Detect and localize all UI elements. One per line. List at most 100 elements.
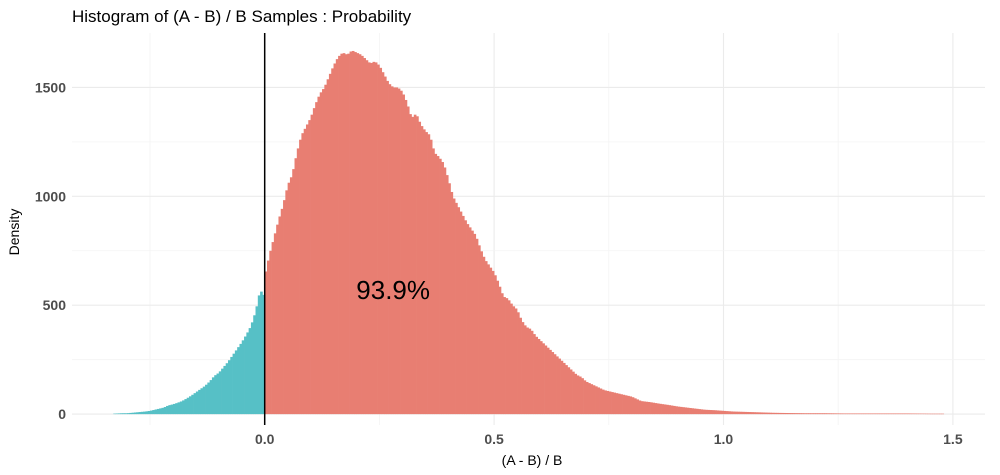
- histogram-bar: [865, 413, 869, 415]
- histogram-bar: [659, 403, 662, 415]
- histogram-bar: [553, 354, 557, 415]
- y-tick-label: 0: [58, 406, 66, 422]
- histogram-bar: [234, 350, 238, 415]
- histogram-bar: [939, 413, 942, 415]
- histogram-bar: [317, 96, 321, 415]
- histogram-bar: [138, 412, 142, 415]
- histogram-bar: [402, 94, 405, 415]
- histogram-bar: [705, 409, 708, 415]
- histogram-bar: [507, 300, 511, 415]
- histogram-bar: [854, 413, 857, 415]
- histogram-bar: [115, 413, 119, 415]
- histogram-bar: [363, 58, 366, 415]
- histogram-bar: [335, 59, 339, 415]
- histogram-bar: [308, 120, 311, 415]
- histogram-bar: [409, 114, 412, 415]
- histogram-bar: [663, 404, 667, 415]
- histogram-bar: [221, 368, 224, 415]
- histogram-bar: [455, 202, 458, 415]
- histogram-bar: [526, 327, 529, 415]
- histogram-bar: [500, 293, 504, 415]
- histogram-bar: [599, 388, 603, 415]
- histogram-bar: [131, 412, 135, 415]
- histogram-bar: [287, 182, 291, 415]
- histogram-bar: [902, 413, 906, 415]
- histogram-bar: [803, 413, 807, 415]
- histogram-bar: [567, 367, 571, 415]
- histogram-bar: [654, 403, 658, 415]
- histogram-bar: [542, 343, 545, 415]
- histogram-bar: [617, 393, 621, 415]
- histogram-bar: [147, 411, 151, 415]
- histogram-bar: [650, 402, 653, 415]
- histogram-bar: [824, 413, 828, 415]
- histogram-bar: [301, 133, 305, 415]
- histogram-bar: [728, 411, 731, 415]
- histogram-bar: [732, 411, 736, 415]
- histogram-bar: [737, 411, 740, 415]
- histogram-bar: [535, 336, 539, 415]
- histogram-bar: [441, 162, 444, 415]
- histogram-bar: [324, 84, 327, 415]
- y-tick-label: 1500: [35, 79, 66, 95]
- histogram-bar: [214, 375, 217, 415]
- histogram-bar: [895, 413, 899, 415]
- histogram-bar: [496, 280, 500, 415]
- histogram-bar: [546, 347, 550, 415]
- histogram-bar: [856, 413, 860, 415]
- histogram-bar: [227, 360, 231, 415]
- histogram-bar: [188, 396, 192, 415]
- histogram-bar: [842, 413, 846, 415]
- histogram-bar: [528, 328, 532, 415]
- histogram-bar: [338, 55, 341, 415]
- histogram-bar: [250, 322, 254, 415]
- histogram-bar: [113, 413, 116, 415]
- histogram-bar: [780, 412, 784, 415]
- histogram-bar: [911, 413, 915, 415]
- histogram-bar: [725, 411, 729, 415]
- histogram-bar: [517, 312, 520, 415]
- histogram-bar: [358, 54, 362, 415]
- histogram-bar: [159, 408, 162, 415]
- histogram-bar: [833, 413, 837, 415]
- histogram-bar: [372, 61, 376, 415]
- histogram-bar: [459, 211, 463, 415]
- histogram-bar: [379, 67, 383, 415]
- histogram-bar: [790, 413, 793, 415]
- histogram-bar: [140, 411, 144, 415]
- histogram-bar: [514, 308, 518, 415]
- histogram-bar: [897, 413, 901, 415]
- histogram-bar: [354, 52, 357, 415]
- histogram-bar: [510, 303, 513, 415]
- histogram-bar: [207, 382, 210, 415]
- histogram-bar: [179, 401, 183, 415]
- histogram-bar: [156, 408, 160, 415]
- histogram-bar: [191, 394, 194, 415]
- histogram-bar: [751, 412, 754, 415]
- histogram-bar: [539, 341, 543, 415]
- histogram-bar: [890, 413, 894, 415]
- histogram-bar: [299, 139, 302, 415]
- histogram-bar: [319, 92, 323, 415]
- histogram-bar: [361, 55, 364, 415]
- x-tick-label: 0.5: [484, 431, 504, 447]
- histogram-bar: [239, 343, 243, 415]
- histogram-bar: [436, 156, 440, 415]
- histogram-bar: [629, 396, 633, 415]
- histogram-bar: [714, 410, 717, 415]
- y-axis-ticks: 0 500 1000 1500: [35, 79, 66, 422]
- grid-lines: [72, 33, 985, 425]
- histogram-bar: [776, 412, 779, 415]
- histogram-bar: [200, 388, 204, 415]
- histogram-bar: [647, 402, 651, 415]
- histogram-bar: [576, 375, 580, 415]
- x-tick-label: 1.5: [943, 431, 963, 447]
- histogram-bar: [340, 53, 344, 415]
- histogram-bar: [122, 413, 126, 415]
- histogram-bar: [613, 392, 617, 415]
- histogram-bar: [257, 295, 261, 415]
- histogram-bar: [244, 336, 247, 415]
- histogram-bar: [801, 413, 805, 415]
- histogram-bar: [764, 412, 768, 415]
- histogram-bar: [416, 116, 419, 415]
